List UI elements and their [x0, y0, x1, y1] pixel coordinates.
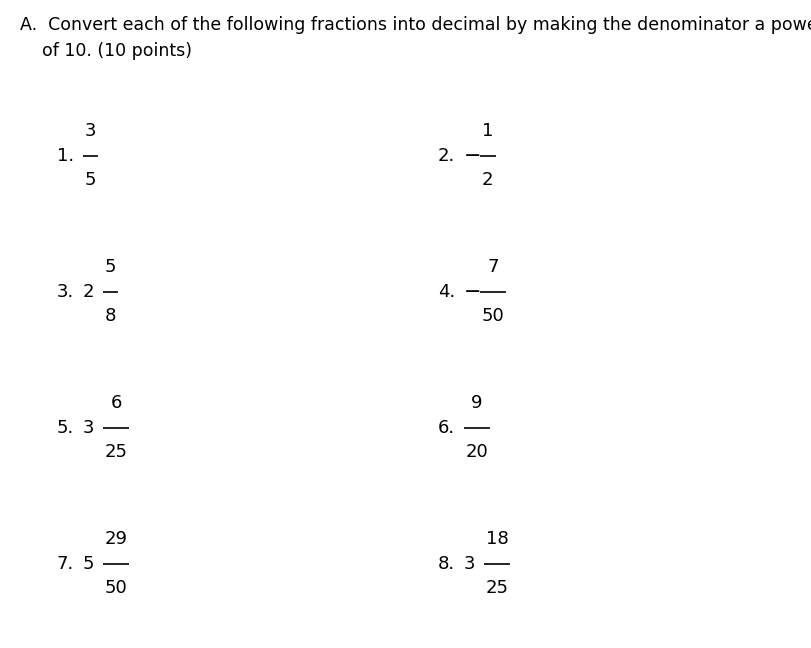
- Text: 3: 3: [464, 555, 475, 573]
- Text: A.  Convert each of the following fractions into decimal by making the denominat: A. Convert each of the following fractio…: [20, 16, 811, 34]
- Text: 5: 5: [105, 258, 117, 276]
- Text: 3.: 3.: [57, 283, 74, 301]
- Text: 25: 25: [486, 579, 508, 597]
- Text: −: −: [464, 146, 482, 165]
- Text: 50: 50: [482, 307, 504, 325]
- Text: 9: 9: [471, 394, 483, 412]
- Text: 5: 5: [83, 555, 94, 573]
- Text: 6.: 6.: [438, 419, 455, 437]
- Text: −: −: [464, 282, 482, 301]
- Text: 4.: 4.: [438, 283, 455, 301]
- Text: 7.: 7.: [57, 555, 74, 573]
- Text: 3: 3: [84, 122, 97, 140]
- Text: 29: 29: [105, 530, 127, 548]
- Text: 50: 50: [105, 579, 127, 597]
- Text: 25: 25: [105, 443, 127, 461]
- Text: 7: 7: [487, 258, 499, 276]
- Text: 6: 6: [110, 394, 122, 412]
- Text: 1.: 1.: [57, 146, 74, 165]
- Text: 2: 2: [83, 283, 94, 301]
- Text: of 10. (10 points): of 10. (10 points): [20, 42, 192, 60]
- Text: 8.: 8.: [438, 555, 455, 573]
- Text: 20: 20: [466, 443, 488, 461]
- Text: 2: 2: [482, 171, 494, 189]
- Text: 5: 5: [84, 171, 97, 189]
- Text: 3: 3: [83, 419, 94, 437]
- Text: 8: 8: [105, 307, 117, 325]
- Text: 5.: 5.: [57, 419, 74, 437]
- Text: 18: 18: [486, 530, 508, 548]
- Text: 2.: 2.: [438, 146, 455, 165]
- Text: 1: 1: [482, 122, 494, 140]
